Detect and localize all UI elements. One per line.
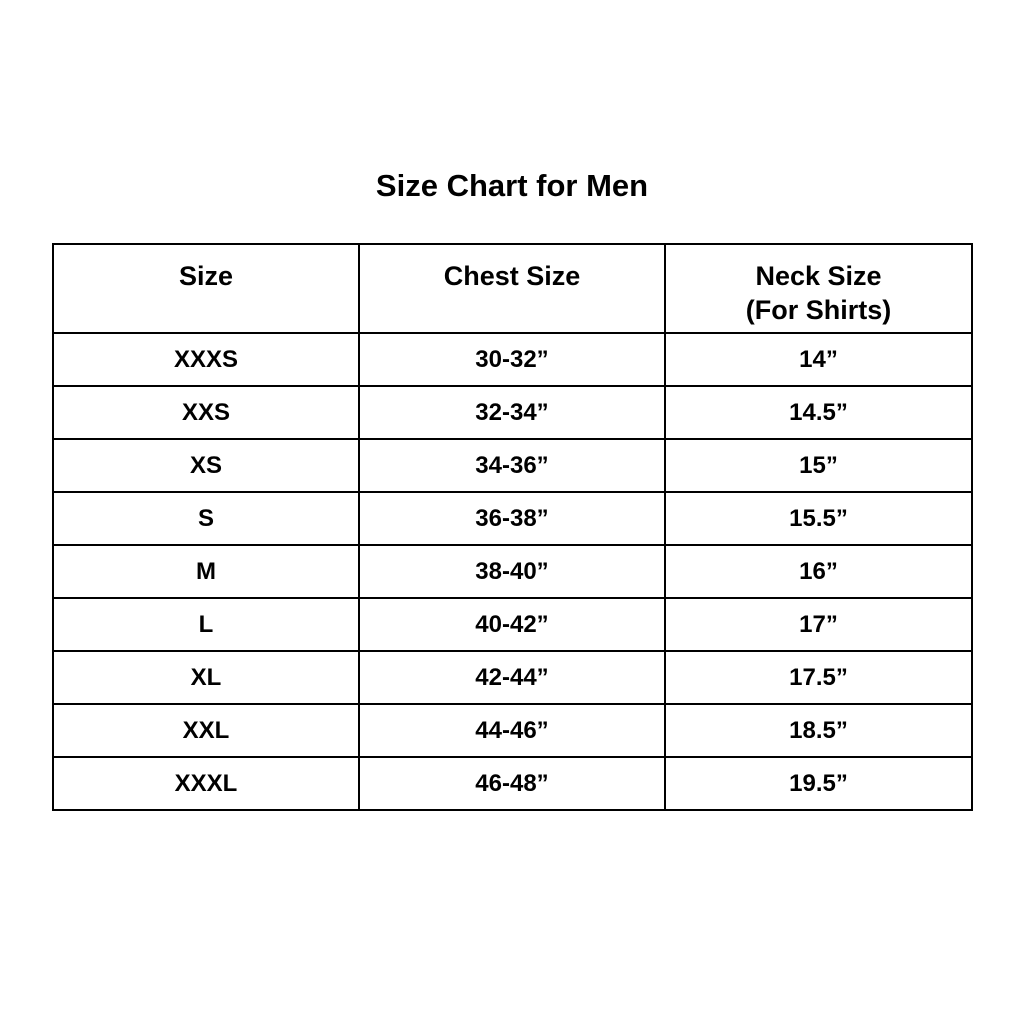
table-row: XXXS 30-32” 14” — [52, 332, 973, 387]
neck-size-cell: 19.5” — [664, 756, 973, 811]
chest-size-cell: 38-40” — [358, 544, 666, 599]
size-cell: XXS — [52, 385, 360, 440]
size-cell: XXL — [52, 703, 360, 758]
chest-size-cell: 30-32” — [358, 332, 666, 387]
table-header-row: Size Chest Size Neck Size (For Shirts) — [52, 243, 973, 334]
size-cell: XL — [52, 650, 360, 705]
table-row: L 40-42” 17” — [52, 597, 973, 652]
neck-size-cell: 17.5” — [664, 650, 973, 705]
chest-size-cell: 36-38” — [358, 491, 666, 546]
header-neck-size-sub: (For Shirts) — [745, 295, 892, 325]
neck-size-cell: 14.5” — [664, 385, 973, 440]
chest-size-cell: 42-44” — [358, 650, 666, 705]
size-chart-table: Size Chest Size Neck Size (For Shirts) X… — [52, 243, 973, 811]
chest-size-cell: 44-46” — [358, 703, 666, 758]
table-row: M 38-40” 16” — [52, 544, 973, 599]
header-neck-size-label: Neck Size — [755, 261, 882, 291]
chest-size-cell: 40-42” — [358, 597, 666, 652]
chest-size-cell: 46-48” — [358, 756, 666, 811]
table-row: XXS 32-34” 14.5” — [52, 385, 973, 440]
table-row: XXL 44-46” 18.5” — [52, 703, 973, 758]
header-size: Size — [52, 243, 360, 334]
neck-size-cell: 15” — [664, 438, 973, 493]
header-neck-size: Neck Size (For Shirts) — [664, 243, 973, 334]
neck-size-cell: 18.5” — [664, 703, 973, 758]
size-cell: XXXL — [52, 756, 360, 811]
page-title: Size Chart for Men — [375, 168, 649, 203]
table-row: S 36-38” 15.5” — [52, 491, 973, 546]
table-row: XXXL 46-48” 19.5” — [52, 756, 973, 811]
header-chest-size: Chest Size — [358, 243, 666, 334]
chest-size-cell: 34-36” — [358, 438, 666, 493]
neck-size-cell: 16” — [664, 544, 973, 599]
neck-size-cell: 14” — [664, 332, 973, 387]
table-row: XS 34-36” 15” — [52, 438, 973, 493]
table-row: XL 42-44” 17.5” — [52, 650, 973, 705]
chest-size-cell: 32-34” — [358, 385, 666, 440]
size-cell: L — [52, 597, 360, 652]
size-cell: M — [52, 544, 360, 599]
neck-size-cell: 17” — [664, 597, 973, 652]
size-cell: XXXS — [52, 332, 360, 387]
size-cell: XS — [52, 438, 360, 493]
neck-size-cell: 15.5” — [664, 491, 973, 546]
size-cell: S — [52, 491, 360, 546]
